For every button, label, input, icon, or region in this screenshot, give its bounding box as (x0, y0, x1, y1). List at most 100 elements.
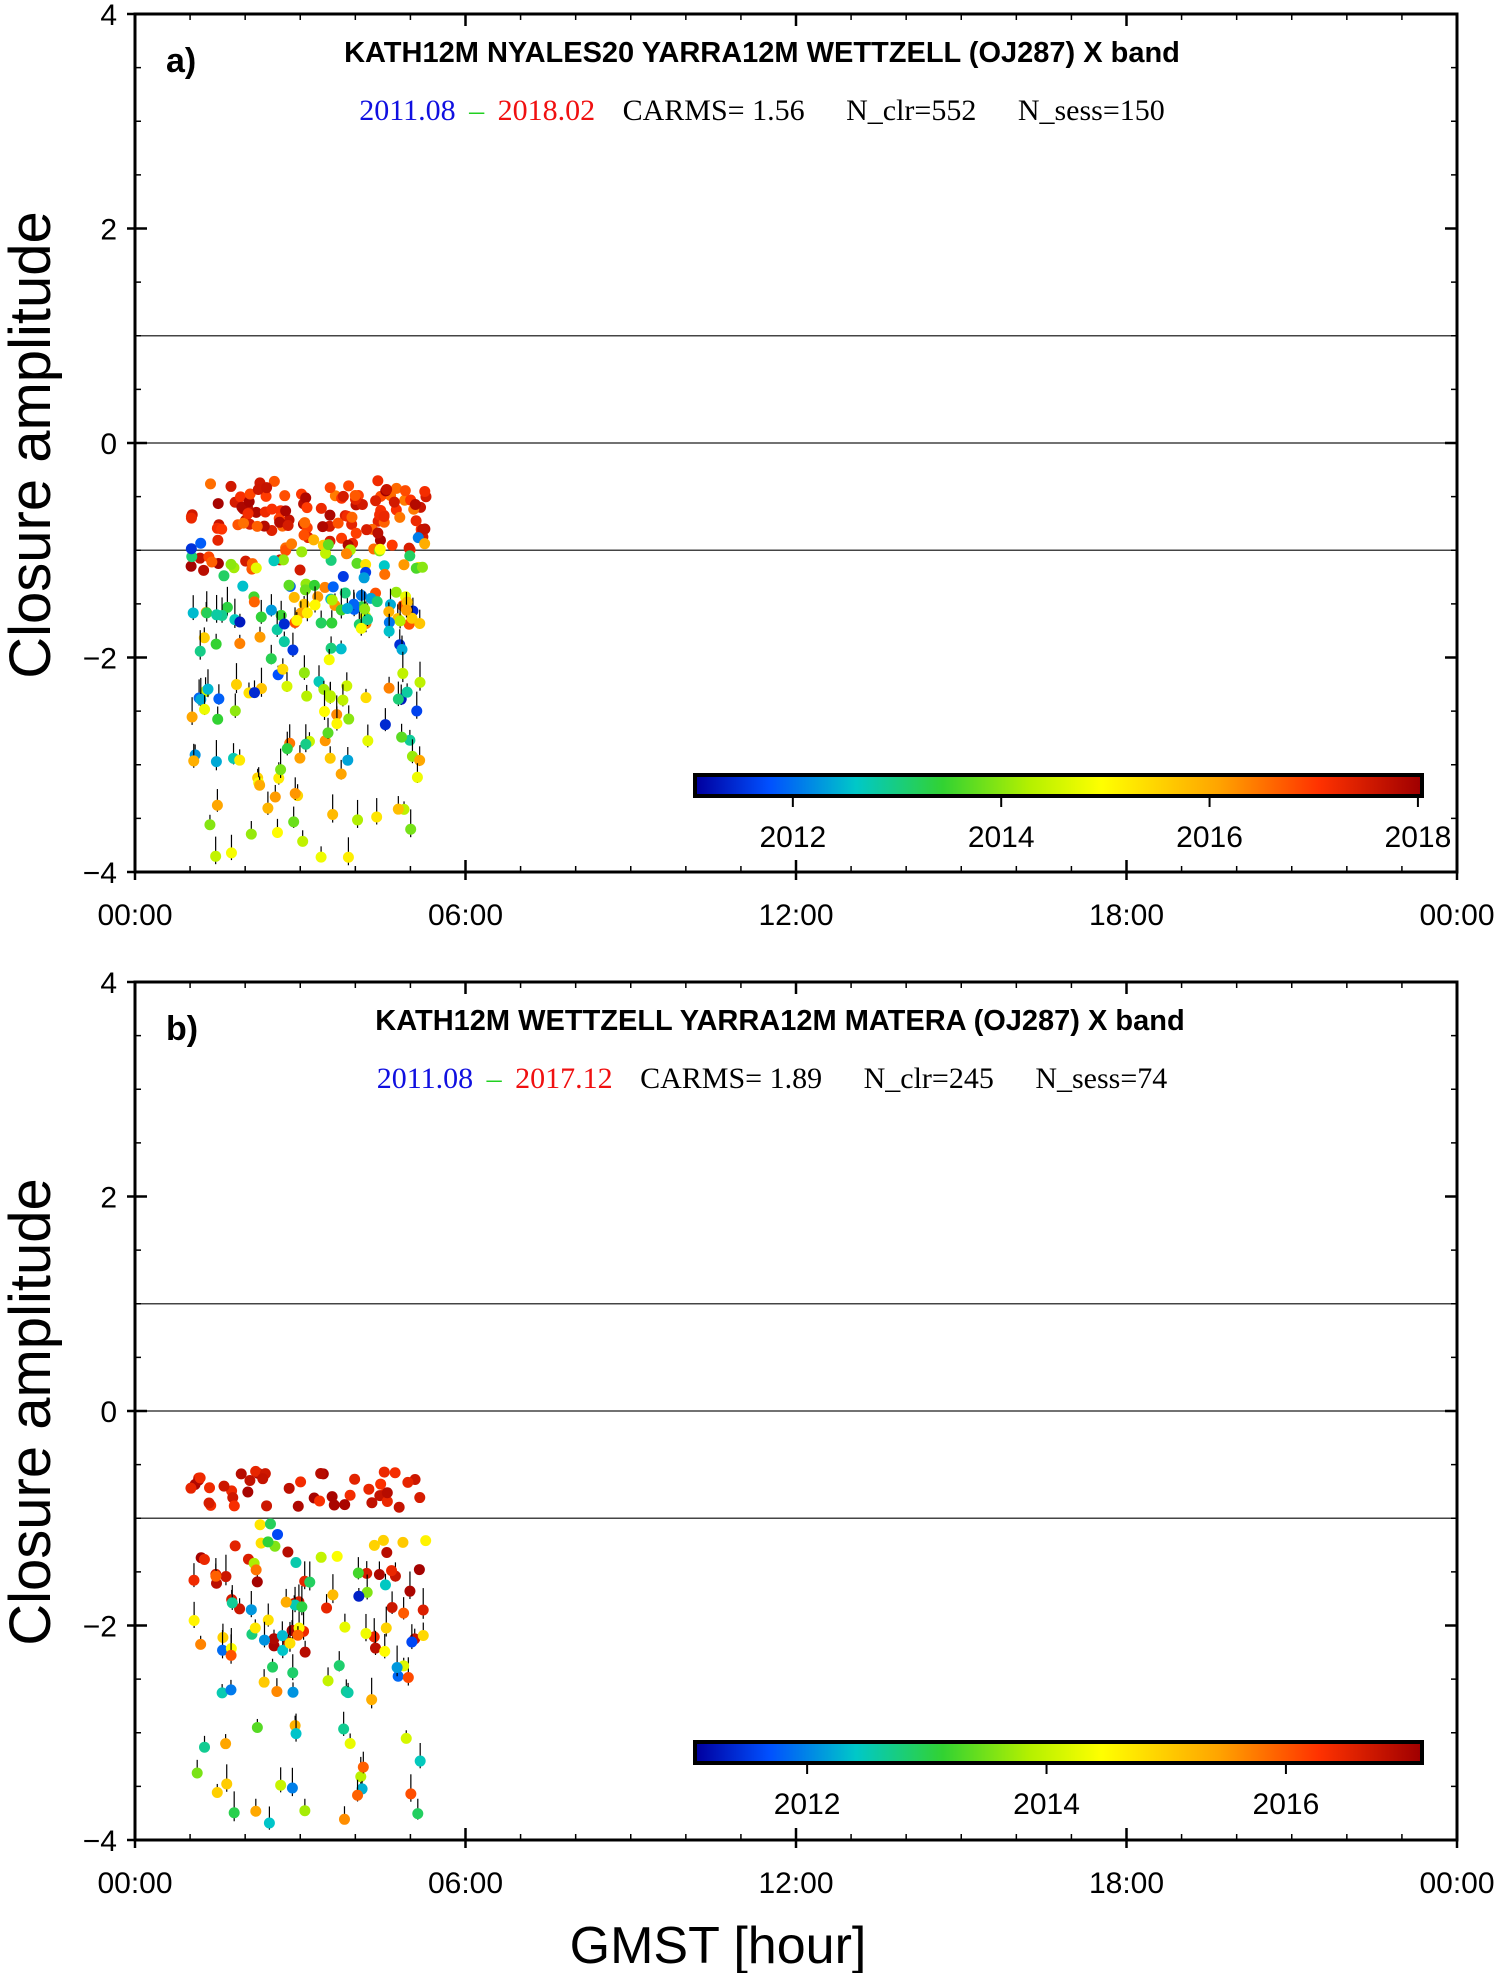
data-point (315, 851, 327, 863)
data-point (352, 1567, 364, 1579)
colorbar: 2012 2014 2016 2018 (693, 773, 1451, 854)
data-point (280, 1596, 292, 1608)
data-point (361, 524, 373, 536)
data-point (186, 551, 198, 563)
data-point (375, 1478, 387, 1490)
data-point (331, 718, 343, 730)
data-point (297, 835, 309, 847)
data-point (254, 1519, 266, 1531)
data-point (414, 617, 426, 629)
data-point (288, 591, 300, 603)
colorbar-tick-label: 2012 (759, 821, 826, 854)
x-tick-label: 12:00 (758, 1867, 833, 1900)
data-point (234, 616, 246, 628)
data-point (225, 1684, 237, 1696)
data-point (274, 516, 286, 528)
data-point (250, 562, 262, 574)
data-point (377, 1534, 389, 1546)
data-point (317, 521, 329, 533)
data-point (288, 816, 300, 828)
data-point (394, 511, 406, 523)
data-point (210, 850, 222, 862)
data-point (362, 614, 374, 626)
data-point (278, 636, 290, 648)
data-point (210, 1570, 222, 1582)
data-point (378, 510, 390, 522)
data-point (234, 638, 246, 650)
x-axis-label: GMST [hour] (570, 1917, 867, 1973)
data-point (287, 1686, 299, 1698)
data-point (319, 581, 331, 593)
data-point (314, 1495, 326, 1507)
data-point (252, 483, 264, 495)
data-point (396, 643, 408, 655)
data-point (379, 719, 391, 731)
data-point (371, 596, 383, 608)
data-point (294, 564, 306, 576)
data-point (212, 498, 224, 510)
y-tick-label: 2 (100, 1182, 117, 1215)
data-point (414, 676, 426, 688)
x-tick-label: 18:00 (1089, 1867, 1164, 1900)
data-point (225, 1649, 237, 1661)
data-point (342, 754, 354, 766)
data-point (225, 847, 237, 859)
data-point (291, 614, 303, 626)
data-point (336, 532, 348, 544)
data-point (204, 1482, 216, 1494)
data-point (366, 1497, 378, 1509)
data-point (194, 552, 206, 564)
data-point (402, 1476, 414, 1488)
data-point (361, 1586, 373, 1598)
data-point (405, 823, 417, 835)
y-tick-label: 0 (100, 1396, 117, 1429)
data-point (413, 1564, 425, 1576)
data-point (216, 1687, 228, 1699)
data-point (262, 1536, 274, 1548)
data-point (392, 693, 404, 705)
data-point (271, 1685, 283, 1697)
data-point (298, 529, 310, 541)
data-point (237, 517, 249, 529)
data-point (195, 693, 207, 705)
data-point (355, 622, 367, 634)
data-point (216, 523, 228, 535)
data-point (351, 557, 363, 569)
data-point (335, 643, 347, 655)
data-point (337, 571, 349, 583)
data-point (392, 803, 404, 815)
data-point (229, 1540, 241, 1552)
data-point (258, 1676, 270, 1688)
data-point (324, 482, 336, 494)
data-point (244, 488, 256, 500)
data-point (229, 705, 241, 717)
data-point (309, 599, 321, 611)
data-point (339, 1499, 351, 1511)
data-point (370, 495, 382, 507)
data-point (301, 502, 313, 514)
data-point (290, 1728, 302, 1740)
data-point (277, 1644, 289, 1656)
data-point (211, 609, 223, 621)
data-point (414, 754, 426, 766)
data-point (404, 1585, 416, 1597)
data-point (230, 679, 242, 691)
data-point (218, 1480, 230, 1492)
data-point (245, 1604, 257, 1616)
data-point (248, 687, 260, 699)
data-point (326, 617, 338, 629)
data-point (266, 503, 278, 515)
data-point (212, 713, 224, 725)
data-point (273, 772, 285, 784)
n-clr: N_clr=245 (864, 1062, 994, 1095)
data-point (201, 607, 213, 619)
data-point (287, 644, 299, 656)
data-point (338, 1723, 350, 1735)
colorbar-tick-label: 2014 (1013, 1788, 1080, 1821)
data-point (212, 534, 224, 546)
data-point (417, 523, 429, 535)
x-tick-label: 00:00 (1419, 899, 1494, 932)
data-point (296, 1601, 308, 1613)
n-sess: N_sess=150 (1018, 94, 1165, 127)
data-point (381, 1546, 393, 1558)
